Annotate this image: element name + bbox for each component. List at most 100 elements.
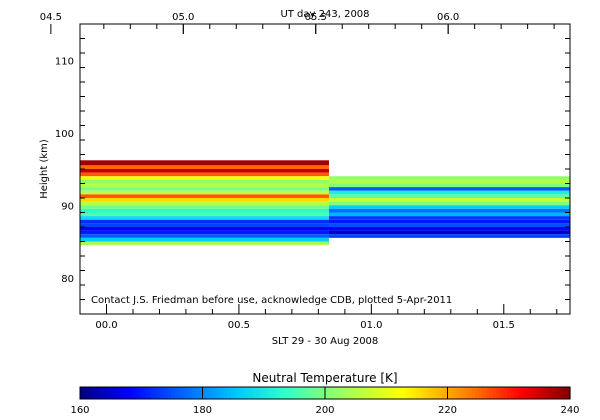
heatmap-cell — [80, 190, 329, 195]
colorbar-segment — [531, 387, 536, 399]
colorbar-segment — [363, 387, 368, 399]
colorbar-segment — [304, 387, 309, 399]
colorbar-segment — [321, 387, 326, 399]
colorbar-segment — [517, 387, 522, 399]
colorbar-segment — [223, 387, 228, 399]
colorbar-segment — [90, 387, 95, 399]
colorbar-segment — [94, 387, 99, 399]
colorbar-segment — [503, 387, 508, 399]
colorbar-tick-label: 240 — [560, 405, 579, 416]
colorbar-segment — [384, 387, 389, 399]
colorbar-segment — [97, 387, 102, 399]
colorbar-segment — [458, 387, 463, 399]
top-axis-title: UT day 243, 2008 — [280, 9, 369, 20]
colorbar-segment — [227, 387, 232, 399]
colorbar-segment — [496, 387, 501, 399]
colorbar-segment — [444, 387, 449, 399]
colorbar-segment — [230, 387, 235, 399]
colorbar-segment — [174, 387, 179, 399]
heatmap-cell — [80, 219, 329, 224]
colorbar-segment — [251, 387, 256, 399]
heatmap-cell — [328, 212, 570, 217]
colorbar-segment — [507, 387, 512, 399]
colorbar-segment — [552, 387, 557, 399]
heatmap-cell — [80, 198, 329, 202]
heatmap-cell — [80, 208, 329, 213]
colorbar-ticks: 160 180 200 220 240 — [70, 387, 580, 416]
colorbar-segment — [339, 387, 344, 399]
heatmap-cell — [328, 187, 570, 191]
colorbar-segment — [545, 387, 550, 399]
heatmap-cell — [80, 176, 329, 180]
heatmap-cell — [80, 194, 329, 198]
colorbar-segment — [129, 387, 134, 399]
colorbar-segment — [213, 387, 218, 399]
colorbar-segment — [143, 387, 148, 399]
heatmap-cell — [328, 183, 570, 188]
colorbar-segment — [328, 387, 333, 399]
colorbar-segment — [528, 387, 533, 399]
colorbar-segment — [293, 387, 298, 399]
heatmap-cell — [328, 223, 570, 227]
heatmap-cell — [80, 169, 329, 173]
usage-annotation: Contact J.S. Friedman before use, acknow… — [91, 295, 452, 306]
heatmap-cell — [328, 216, 570, 220]
colorbar-tick-label: 200 — [315, 405, 334, 416]
colorbar-segment — [181, 387, 186, 399]
colorbar-segment — [482, 387, 487, 399]
colorbar-segment — [461, 387, 466, 399]
colorbar-segment — [146, 387, 151, 399]
y-tick-label: 80 — [61, 274, 74, 285]
colorbar-segment — [402, 387, 407, 399]
colorbar-segment — [563, 387, 568, 399]
heatmap-cell — [80, 223, 329, 227]
top-tick-label: 05.0 — [172, 12, 194, 23]
heatmap-cell — [80, 237, 329, 242]
heatmap-cell — [328, 230, 570, 235]
colorbar-segment — [374, 387, 379, 399]
colorbar-segment — [297, 387, 302, 399]
colorbar-segment — [164, 387, 169, 399]
heatmap-cell — [328, 176, 570, 180]
colorbar-segment — [283, 387, 288, 399]
colorbar-segment — [398, 387, 403, 399]
x-tick-label: 01.5 — [493, 320, 515, 331]
x-tick-label: 00.5 — [228, 320, 250, 331]
colorbar-segment — [115, 387, 120, 399]
y-tick-label: 90 — [61, 201, 74, 212]
colorbar-segment — [87, 387, 92, 399]
colorbar-segment — [234, 387, 239, 399]
colorbar-segment — [206, 387, 211, 399]
colorbar-segment — [566, 387, 571, 399]
top-tick-label: 04.5 — [40, 12, 62, 23]
y-tick-label: 110 — [55, 56, 74, 67]
heatmap-cell — [80, 216, 329, 220]
colorbar-segment — [185, 387, 190, 399]
heatmap-cell — [80, 165, 329, 169]
colorbar-segment — [486, 387, 491, 399]
heatmap-cell — [80, 172, 329, 177]
colorbar-segment — [265, 387, 270, 399]
colorbar-segment — [195, 387, 200, 399]
heatmap-cell — [80, 183, 329, 188]
colorbar-segment — [272, 387, 277, 399]
heatmap-cell — [328, 205, 570, 209]
y-tick-label: 100 — [55, 129, 74, 140]
colorbar-segment — [188, 387, 193, 399]
colorbar-segment — [269, 387, 274, 399]
colorbar-segment — [391, 387, 396, 399]
colorbar-segment — [244, 387, 249, 399]
colorbar-segment — [454, 387, 459, 399]
heatmap-cell — [328, 219, 570, 224]
colorbar-segment — [237, 387, 242, 399]
colorbar-segment — [332, 387, 337, 399]
heatmap-cell — [80, 201, 329, 206]
colorbar-tick-label: 180 — [193, 405, 212, 416]
colorbar-segment — [80, 387, 85, 399]
colorbar-segment — [136, 387, 141, 399]
colorbar-segment — [535, 387, 540, 399]
colorbar-segment — [258, 387, 263, 399]
colorbar-segment — [549, 387, 554, 399]
colorbar-segment — [255, 387, 260, 399]
colorbar-segment — [241, 387, 246, 399]
